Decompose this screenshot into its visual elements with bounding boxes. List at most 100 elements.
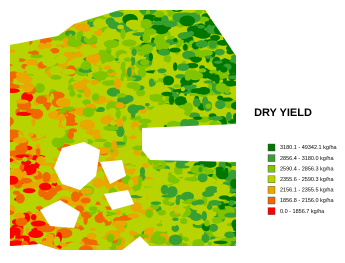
yield-patch xyxy=(211,16,220,20)
yield-patch xyxy=(27,18,32,24)
yield-patch xyxy=(193,117,202,120)
yield-patch xyxy=(15,218,27,227)
yield-patch xyxy=(209,41,217,49)
yield-patch xyxy=(205,56,213,59)
yield-patch xyxy=(23,188,36,193)
yield-patch xyxy=(215,49,225,56)
yield-patch xyxy=(104,40,119,48)
yield-patch xyxy=(140,167,145,177)
yield-patch xyxy=(47,247,60,255)
yield-patch xyxy=(185,227,200,237)
legend-swatch xyxy=(268,155,275,162)
yield-patch xyxy=(163,21,177,27)
yield-patch xyxy=(161,92,173,96)
yield-patch xyxy=(187,248,203,253)
yield-patch xyxy=(219,195,230,199)
yield-patch xyxy=(107,234,115,243)
yield-patch xyxy=(45,156,49,162)
legend-label: 3180.1 - 49342.1 kg/ha xyxy=(280,145,338,151)
yield-patch xyxy=(42,9,55,19)
yield-patch xyxy=(116,93,126,98)
yield-patch xyxy=(82,221,94,229)
yield-patch xyxy=(90,198,95,203)
yield-patch xyxy=(209,178,216,183)
yield-patch xyxy=(184,177,199,181)
yield-patch xyxy=(50,248,57,256)
yield-patch xyxy=(120,29,125,40)
yield-patch xyxy=(128,179,133,187)
yield-patch xyxy=(9,76,13,83)
yield-patch xyxy=(14,245,20,254)
yield-patch xyxy=(58,13,62,23)
yield-patch xyxy=(103,125,118,130)
yield-patch xyxy=(122,116,127,122)
yield-patch xyxy=(91,80,99,85)
yield-patch xyxy=(216,21,229,32)
yield-patch xyxy=(216,170,228,179)
yield-patch xyxy=(163,76,174,86)
yield-patch xyxy=(139,80,146,83)
yield-patch xyxy=(58,15,69,19)
yield-patch xyxy=(125,130,133,137)
yield-patch xyxy=(115,246,130,251)
yield-patch xyxy=(223,29,229,38)
yield-patch xyxy=(157,68,166,73)
yield-map: DRY YIELD 3180.1 - 49342.1 kg/ha2856.4 -… xyxy=(0,0,345,263)
yield-patch xyxy=(130,160,139,165)
yield-patch xyxy=(50,40,64,45)
yield-patch xyxy=(73,76,84,81)
legend-swatch xyxy=(268,197,275,204)
yield-patch xyxy=(125,251,141,255)
yield-patch xyxy=(15,144,28,154)
yield-patch xyxy=(99,77,106,81)
yield-patch xyxy=(129,230,135,236)
yield-patch xyxy=(16,193,25,203)
yield-patch xyxy=(215,100,225,109)
yield-patch xyxy=(92,53,101,63)
yield-patch xyxy=(199,68,207,72)
yield-patch xyxy=(138,242,147,247)
yield-patch xyxy=(230,179,239,189)
yield-patch xyxy=(4,158,13,162)
yield-patch xyxy=(83,215,87,224)
yield-patch xyxy=(207,204,212,210)
yield-patch xyxy=(223,19,230,27)
yield-patch xyxy=(59,8,70,15)
yield-patch xyxy=(210,35,220,41)
yield-patch xyxy=(58,110,67,113)
yield-patch xyxy=(204,251,218,255)
yield-patch xyxy=(30,54,42,58)
yield-patch xyxy=(18,32,30,38)
yield-patch xyxy=(177,63,189,71)
yield-patch xyxy=(180,218,187,224)
yield-patch xyxy=(216,83,228,92)
yield-patch xyxy=(208,116,223,119)
yield-patch xyxy=(2,29,16,37)
yield-patch xyxy=(145,209,153,218)
yield-patch xyxy=(107,216,112,222)
yield-patch xyxy=(28,51,40,54)
yield-patch xyxy=(117,25,124,30)
yield-patch xyxy=(53,127,65,138)
yield-patch xyxy=(202,191,214,197)
field-gap xyxy=(142,124,236,162)
legend-swatch xyxy=(268,176,275,183)
yield-patch xyxy=(21,241,29,250)
yield-patch xyxy=(65,24,70,28)
yield-patch xyxy=(190,213,202,221)
yield-patch xyxy=(134,151,141,156)
yield-patch xyxy=(121,61,126,70)
yield-patch xyxy=(36,96,48,104)
yield-patch xyxy=(116,226,125,233)
yield-patch xyxy=(174,6,180,11)
yield-patch xyxy=(89,206,98,211)
yield-patch xyxy=(224,232,235,239)
yield-patch xyxy=(22,157,27,162)
yield-patch xyxy=(122,248,137,256)
yield-patch xyxy=(75,11,82,18)
yield-patch xyxy=(6,117,12,127)
yield-patch xyxy=(173,89,188,93)
yield-patch xyxy=(204,9,216,12)
yield-patch xyxy=(47,135,53,142)
yield-patch xyxy=(157,210,166,216)
